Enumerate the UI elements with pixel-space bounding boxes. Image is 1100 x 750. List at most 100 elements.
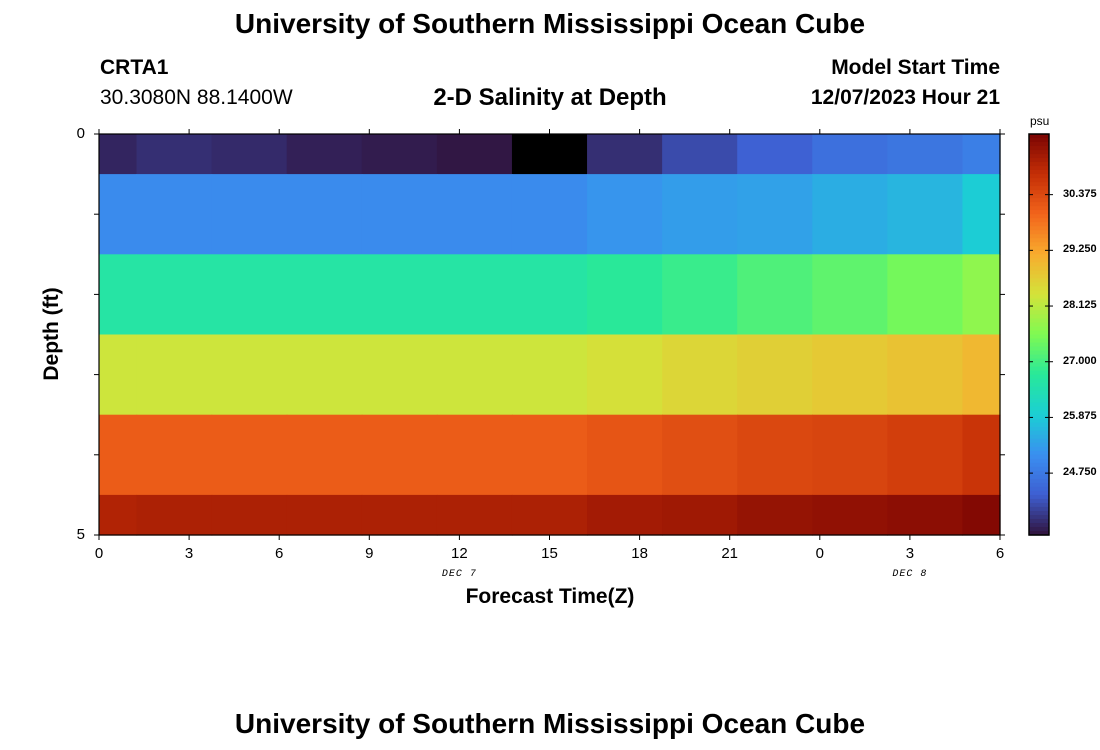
heatmap-cell [662, 494, 738, 536]
colorbar-segment [1029, 434, 1049, 440]
colorbar-segment [1029, 230, 1049, 235]
colorbar-segment [1029, 274, 1049, 279]
colorbar-segment [1029, 410, 1049, 416]
colorbar-segment [1029, 362, 1049, 368]
x-tick-label: 9 [365, 545, 374, 562]
colorbar-segment [1029, 306, 1049, 312]
heatmap-cell [136, 174, 213, 255]
colorbar-segment [1029, 218, 1049, 223]
colorbar-segment [1029, 378, 1049, 384]
heatmap-cell [587, 134, 663, 175]
colorbar-segment [1029, 346, 1049, 352]
heatmap-cell [737, 174, 813, 255]
colorbar-segment [1029, 262, 1049, 267]
heatmap-cell [286, 334, 363, 416]
heatmap-cell [286, 134, 363, 175]
heatmap-cell [737, 414, 813, 496]
colorbar-segment [1029, 526, 1049, 532]
colorbar-segment [1029, 286, 1049, 291]
heatmap-cell [99, 414, 138, 496]
colorbar-segment [1029, 430, 1049, 436]
colorbar-segment [1029, 370, 1049, 376]
heatmap-cell [587, 174, 663, 255]
date-label: DEC 7 [441, 569, 477, 580]
heatmap-cell [211, 494, 288, 536]
heatmap-cell [511, 414, 588, 496]
y-axis-title: Depth (ft) [40, 287, 63, 381]
heatmap-cell [962, 414, 1001, 496]
colorbar-segment [1029, 458, 1049, 464]
colorbar-segment [1029, 134, 1049, 139]
heatmap-cell [962, 174, 1001, 255]
heatmap-cell [662, 254, 738, 336]
date-label: DEC 8 [892, 569, 928, 580]
colorbar-segment [1029, 386, 1049, 392]
colorbar-segment [1029, 482, 1049, 488]
colorbar-segment [1029, 418, 1049, 424]
station-coords: 30.3080N 88.1400W [100, 86, 293, 109]
colorbar-segment [1029, 214, 1049, 219]
colorbar-segment [1029, 310, 1049, 316]
x-tick-label: 12 [451, 545, 468, 562]
colorbar-segment [1029, 354, 1049, 360]
colorbar-segment [1029, 314, 1049, 320]
x-tick-label: 0 [815, 545, 824, 562]
heatmap-cell [662, 414, 738, 496]
heatmap-cell [812, 134, 888, 175]
x-tick-label: 3 [905, 545, 915, 562]
colorbar-segment [1029, 150, 1049, 155]
x-tick-label: 6 [995, 545, 1005, 562]
colorbar-segment [1029, 490, 1049, 496]
colorbar-segment [1029, 426, 1049, 432]
heatmap-cell [587, 334, 663, 416]
heatmap-cell [737, 254, 813, 336]
heatmap-cell [887, 334, 964, 416]
heatmap-cell [211, 134, 288, 175]
heatmap-cell [812, 254, 888, 336]
heatmap-cell [662, 174, 738, 255]
colorbar-segment [1029, 326, 1049, 332]
colorbar [1029, 134, 1049, 536]
colorbar-segment [1029, 162, 1049, 167]
heatmap-cell [436, 174, 513, 255]
colorbar-segment [1029, 398, 1049, 404]
heatmap-cell [812, 414, 888, 496]
heatmap-cell [361, 334, 438, 416]
colorbar-segment [1029, 154, 1049, 159]
colorbar-segment [1029, 246, 1049, 251]
colorbar-segment [1029, 322, 1049, 328]
chart-title: 2-D Salinity at Depth [433, 84, 667, 111]
colorbar-segment [1029, 338, 1049, 344]
colorbar-segment [1029, 270, 1049, 275]
heatmap-cell [361, 254, 438, 336]
colorbar-segment [1029, 374, 1049, 380]
heatmap-cell [737, 494, 813, 536]
heatmap-cell [587, 494, 663, 536]
heatmap-cell [737, 334, 813, 416]
colorbar-segment [1029, 350, 1049, 356]
colorbar-segment [1029, 394, 1049, 400]
heatmap-cell [887, 414, 964, 496]
heatmap-cell [286, 494, 363, 536]
heatmap-cell [136, 334, 213, 416]
heatmap-cell [361, 494, 438, 536]
heatmap-cell [436, 134, 513, 175]
heatmap-cell [962, 134, 1001, 175]
x-tick-label: 15 [541, 545, 558, 562]
colorbar-segment [1029, 182, 1049, 187]
heatmap-cell [887, 174, 964, 255]
heatmap-cell [662, 134, 738, 175]
colorbar-segment [1029, 222, 1049, 227]
colorbar-segment [1029, 486, 1049, 492]
heatmap [99, 134, 1001, 536]
colorbar-segment [1029, 290, 1049, 295]
heatmap-cell [812, 494, 888, 536]
colorbar-segment [1029, 366, 1049, 372]
model-start-label: Model Start Time [831, 56, 1000, 79]
heatmap-cell [361, 414, 438, 496]
heatmap-cell [587, 414, 663, 496]
colorbar-segment [1029, 138, 1049, 143]
heatmap-cell [511, 134, 588, 175]
colorbar-segment [1029, 254, 1049, 259]
